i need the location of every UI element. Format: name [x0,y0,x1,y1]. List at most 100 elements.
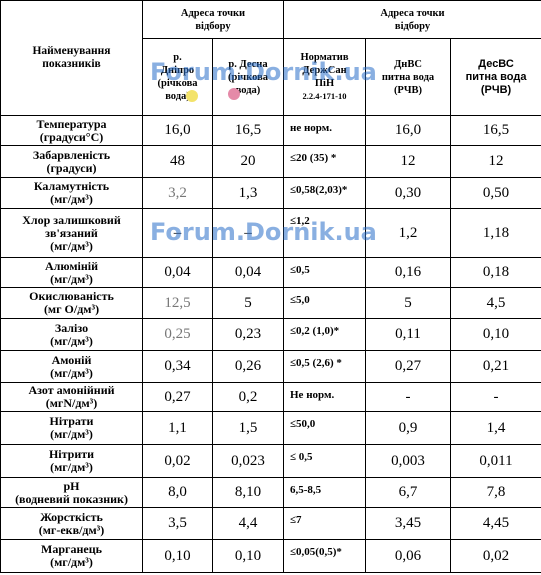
measured-value: 5 [366,288,451,319]
measured-value: 0,50 [451,178,541,209]
cell-line: (РЧВ) [368,84,448,97]
data-row: Окислюваність(мг О/дм³)12,55≤5,054,5 [1,288,541,319]
cell-line: р. [145,51,210,64]
indicator-name: Алюміній(мг/дм³) [1,258,143,288]
cell-line: Найменування [3,45,140,58]
measured-value: 0,02 [143,445,213,478]
norm-value: ≤0,5 [284,258,366,288]
measured-value: 0,30 [366,178,451,209]
cell-line: Норматив [286,51,363,64]
header-cell: р.Дніпро(річковавода) [143,39,213,116]
cell-line: (мг/дм³) [3,428,140,441]
measured-value: 4,4 [213,508,284,540]
cell-line: 2.2.4-171-10 [286,90,363,103]
measured-value: – [213,209,284,258]
indicator-name: Амоній(мг/дм³) [1,351,143,383]
measured-value: 0,003 [366,445,451,478]
header-cell: Найменуванняпоказників [1,1,143,116]
cell-line: вода) [215,84,281,97]
measured-value: 3,5 [143,508,213,540]
cell-line: Алюміній [3,260,140,273]
measured-value: 1,3 [213,178,284,209]
data-row: Каламутність(мг/дм³)3,21,3≤0,58(2,03)*0,… [1,178,541,209]
measured-value: 4,45 [451,508,541,540]
norm-value: ≤20 (35) * [284,146,366,178]
cell-line: відбору [145,20,281,33]
cell-line: (мг О/дм³) [3,303,140,316]
data-row: Жорсткість(мг-екв/дм³)3,54,4≤73,454,45 [1,508,541,540]
cell-line: Адреса точки [286,7,539,20]
measured-value: 0,9 [366,412,451,445]
measured-value: 16,5 [451,116,541,146]
measured-value: 0,10 [213,540,284,573]
data-row: Забарвленість(градуси)4820≤20 (35) *1212 [1,146,541,178]
cell-line: ПіН [286,77,363,90]
measured-value: 1,4 [451,412,541,445]
measured-value: 0,25 [143,319,213,351]
cell-line: (мгN/дм³) [3,397,140,410]
measured-value: 0,21 [451,351,541,383]
cell-line: (мг/дм³) [3,367,140,380]
cell-line: ДнВС [368,58,448,71]
measured-value: 6,7 [366,478,451,508]
measured-value: 3,45 [366,508,451,540]
header-cell: ДнВСпитна вода(РЧВ) [366,39,451,116]
norm-value: ≤1,2 [284,209,366,258]
norm-value: ≤0,2 (1,0)* [284,319,366,351]
cell-line: Забарвленість [3,149,140,162]
cell-line: (річкова [215,71,281,84]
measured-value: 12,5 [143,288,213,319]
data-row: Амоній(мг/дм³)0,340,26≤0,5 (2,6) *0,270,… [1,351,541,383]
water-table: НайменуванняпоказниківАдреса точкивідбор… [0,0,541,573]
measured-value: 7,8 [451,478,541,508]
measured-value: 16,5 [213,116,284,146]
measured-value: 12 [366,146,451,178]
data-row: Азот амонійний(мгN/дм³)0,270,2Не норм.-- [1,383,541,412]
cell-line: Адреса точки [145,7,281,20]
measured-value: 16,0 [366,116,451,146]
indicator-name: Нітрати(мг/дм³) [1,412,143,445]
page: НайменуванняпоказниківАдреса точкивідбор… [0,0,541,575]
cell-line: (мг/дм³) [3,335,140,348]
header-cell: Адреса точкивідбору [284,1,541,39]
marker-dot [228,88,240,100]
data-row: Температура(градуси°С)16,016,5не норм.16… [1,116,541,146]
cell-line: (річкова [145,77,210,90]
norm-value: ≤7 [284,508,366,540]
measured-value: 16,0 [143,116,213,146]
indicator-name: Забарвленість(градуси) [1,146,143,178]
data-row: Хлор залишковийзв'язаний(мг/дм³)––≤1,21,… [1,209,541,258]
header-cell: ДесВСпитна вода(РЧВ) [451,39,541,116]
indicator-name: Нітрити(мг/дм³) [1,445,143,478]
norm-value: ≤50,0 [284,412,366,445]
marker-dot [186,90,198,102]
cell-line: (градуси) [3,162,140,175]
cell-line: (водневий показник) [3,493,140,506]
indicator-name: pH(водневий показник) [1,478,143,508]
measured-value: 0,10 [451,319,541,351]
norm-value: ≤0,58(2,03)* [284,178,366,209]
cell-line: Дніпро [145,64,210,77]
measured-value: 0,27 [143,383,213,412]
indicator-name: Температура(градуси°С) [1,116,143,146]
measured-value: 0,06 [366,540,451,573]
measured-value: 0,023 [213,445,284,478]
cell-line: (РЧВ) [453,84,539,97]
cell-line: відбору [286,20,539,33]
measured-value: 0,16 [366,258,451,288]
measured-value: 0,011 [451,445,541,478]
indicator-name: Хлор залишковийзв'язаний(мг/дм³) [1,209,143,258]
data-row: Нітрати(мг/дм³)1,11,5≤50,00,91,4 [1,412,541,445]
indicator-name: Марганець(мг/дм³) [1,540,143,573]
norm-value: ≤0,05(0,5)* [284,540,366,573]
measured-value: 8,0 [143,478,213,508]
indicator-name: Окислюваність(мг О/дм³) [1,288,143,319]
measured-value: 1,5 [213,412,284,445]
measured-value: 3,2 [143,178,213,209]
measured-value: 12 [451,146,541,178]
cell-line: питна вода [453,71,539,84]
cell-line: (мг/дм³) [3,240,140,253]
measured-value: 0,18 [451,258,541,288]
measured-value: 1,18 [451,209,541,258]
measured-value: 0,2 [213,383,284,412]
